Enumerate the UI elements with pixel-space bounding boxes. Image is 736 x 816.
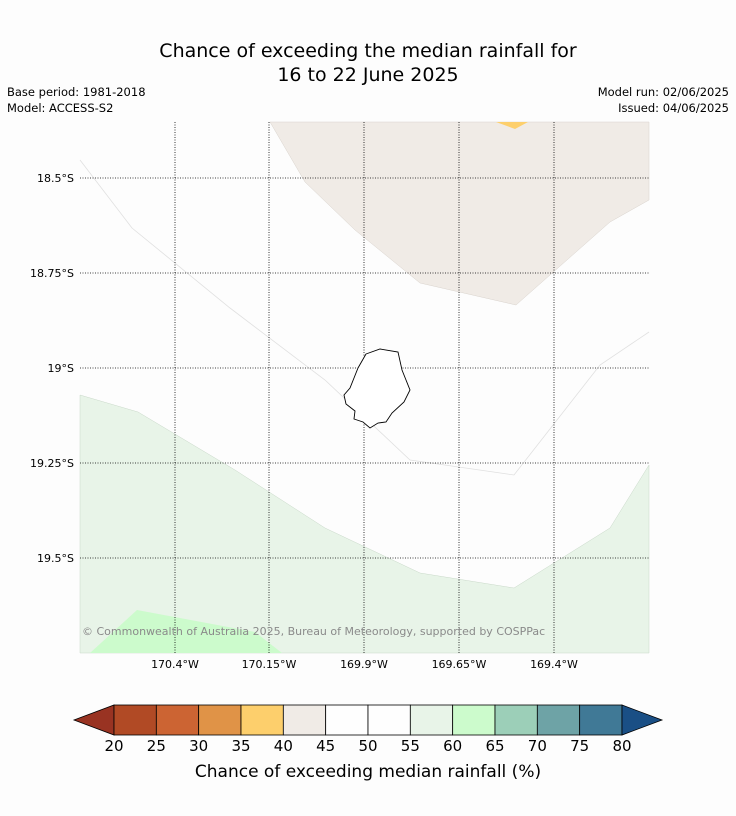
copyright-notice: © Commonwealth of Australia 2025, Bureau… (82, 625, 546, 638)
region-30-35 (496, 122, 528, 129)
colorbar (72, 704, 664, 736)
colorbar-over-arrow (621, 704, 664, 736)
colorbar-bin-45-50 (325, 704, 369, 736)
colorbar-bin-35-40 (240, 704, 284, 736)
colorbar-bin-70-75 (536, 704, 581, 736)
region-60-65 (90, 610, 282, 653)
lat-label-19-25: 19.25°S (30, 457, 74, 470)
lon-label-170-15: 170.15°W (241, 658, 297, 671)
lat-label-19-5: 19.5°S (37, 552, 74, 565)
colorbar-bin-25-30 (155, 704, 200, 736)
island-coastline (343, 348, 411, 429)
colorbar-title: Chance of exceeding median rainfall (%) (194, 762, 542, 782)
colorbar-tick-35: 35 (231, 737, 251, 755)
colorbar-bin-55-60 (409, 704, 454, 736)
colorbar-tick-45: 45 (316, 737, 336, 755)
colorbar-bin-50-55 (367, 704, 411, 736)
colorbar-bin-75-80 (579, 704, 623, 736)
lon-label-169-4: 169.4°W (530, 658, 578, 671)
colorbar-tick-75: 75 (570, 737, 590, 755)
model-run-label: Model run: 02/06/2025 (597, 85, 729, 99)
colorbar-tick-60: 60 (443, 737, 463, 755)
colorbar-tick-30: 30 (189, 737, 209, 755)
colorbar-tick-55: 55 (400, 737, 420, 755)
colorbar-bin-20-25 (113, 704, 157, 736)
lon-label-169-65: 169.65°W (431, 658, 487, 671)
lon-label-170-4: 170.4°W (151, 658, 199, 671)
lon-label-169-9: 169.9°W (340, 658, 388, 671)
colorbar-tick-40: 40 (273, 737, 293, 755)
lat-label-18-75: 18.75°S (30, 267, 74, 280)
colorbar-tick-80: 80 (612, 737, 632, 755)
colorbar-bin-60-65 (452, 704, 496, 736)
colorbar-bin-30-35 (198, 704, 242, 736)
issued-label: Issued: 04/06/2025 (618, 101, 729, 115)
base-period-label: Base period: 1981-2018 (7, 85, 146, 99)
colorbar-tick-70: 70 (527, 737, 547, 755)
colorbar-tick-20: 20 (104, 737, 124, 755)
colorbar-under-arrow (72, 704, 115, 736)
colorbar-tick-25: 25 (146, 737, 166, 755)
colorbar-tick-50: 50 (358, 737, 378, 755)
map-title-line-1: Chance of exceeding the median rainfall … (159, 40, 577, 62)
colorbar-bin-65-70 (494, 704, 538, 736)
map-title-line-2: 16 to 22 June 2025 (277, 64, 459, 86)
lat-label-19: 19°S (47, 362, 74, 375)
model-label: Model: ACCESS-S2 (7, 101, 114, 115)
lat-label-18-5: 18.5°S (37, 172, 74, 185)
colorbar-bin-40-45 (282, 704, 327, 736)
map-area (79, 121, 650, 654)
colorbar-tick-65: 65 (485, 737, 505, 755)
